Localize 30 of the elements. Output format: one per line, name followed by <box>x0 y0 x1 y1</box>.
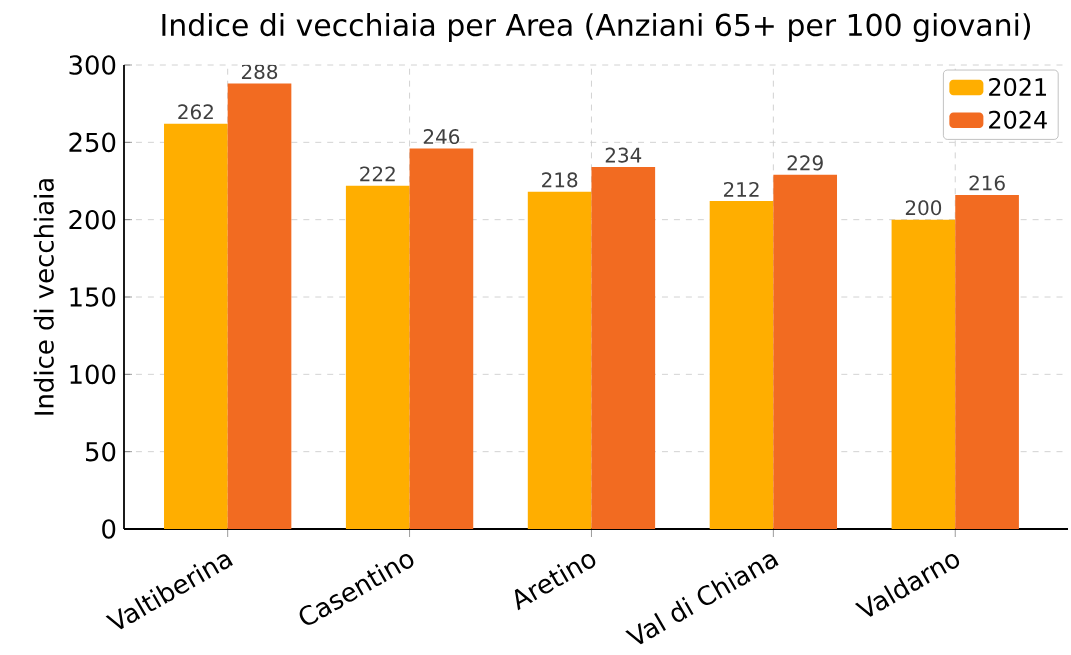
bar <box>527 191 592 529</box>
bar <box>773 174 838 529</box>
data-label: 212 <box>723 181 759 197</box>
chart-title: Indice di vecchiaia per Area (Anziani 65+ per 100 giovani) <box>162 13 1031 42</box>
data-label: 262 <box>178 104 213 120</box>
y-tick-label: 300 <box>69 55 116 75</box>
y-tick-label: 100 <box>70 364 116 385</box>
legend-label: 2021 <box>989 78 1046 97</box>
bar <box>345 185 410 529</box>
data-label: 222 <box>360 166 395 182</box>
bar <box>891 219 956 529</box>
y-axis-title: Indice di vecchiaia <box>33 179 54 415</box>
bar <box>709 201 774 529</box>
y-tick-label: 250 <box>69 132 116 153</box>
data-label: 200 <box>905 200 942 216</box>
data-label: 216 <box>969 175 1005 191</box>
bar <box>227 83 292 529</box>
y-tick-label: 50 <box>86 441 116 462</box>
y-tick-label: 150 <box>70 287 116 307</box>
y-tick-label: 200 <box>69 209 116 230</box>
bar <box>164 123 228 529</box>
data-label: 234 <box>605 147 642 163</box>
y-tick-label: 0 <box>102 519 116 539</box>
bar <box>591 167 656 529</box>
data-label: 246 <box>423 129 460 145</box>
bar <box>409 148 474 529</box>
legend-label: 2024 <box>989 110 1047 129</box>
bar <box>955 194 1019 529</box>
data-label: 229 <box>787 155 823 171</box>
data-label: 218 <box>542 172 578 188</box>
